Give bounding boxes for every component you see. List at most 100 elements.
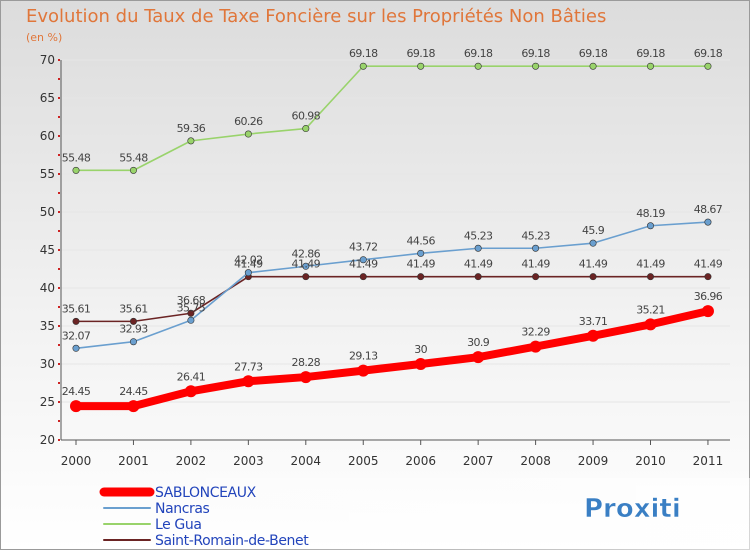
data-point-le-gua <box>646 62 654 70</box>
x-tick-label: 2008 <box>520 454 551 468</box>
data-label-sablonceaux: 28.28 <box>292 356 321 369</box>
data-label-nancras: 48.19 <box>636 207 665 220</box>
x-tick-label: 2003 <box>233 454 264 468</box>
data-label-sablonceaux: 29.13 <box>349 350 378 363</box>
series-line-sablonceaux <box>72 307 712 411</box>
x-tick-label: 2007 <box>463 454 494 468</box>
legend-label-saint-romain-de-benet: Saint-Romain-de-Benet <box>155 533 309 549</box>
data-label-nancras: 32.07 <box>62 329 91 342</box>
data-point-le-gua <box>244 130 252 138</box>
y-axis-minor-tick <box>58 306 60 308</box>
x-tick-label: 2001 <box>118 454 149 468</box>
data-label-le-gua: 55.48 <box>62 151 91 164</box>
data-point-nancras <box>359 256 367 264</box>
data-point-saint-romain-de-benet <box>72 317 80 325</box>
data-point-saint-romain-de-benet <box>589 273 597 281</box>
legend-label-nancras: Nancras <box>155 501 210 517</box>
y-axis-minor-tick <box>58 116 60 118</box>
y-axis-minor-tick <box>58 363 60 365</box>
data-label-le-gua: 59.36 <box>177 122 206 135</box>
data-point-nancras <box>72 344 80 352</box>
data-point-nancras <box>417 249 425 257</box>
data-label-sablonceaux: 24.45 <box>119 385 148 398</box>
chart-subtitle: (en %) <box>26 31 62 44</box>
data-point-le-gua <box>187 137 195 145</box>
data-point-sablonceaux <box>529 340 542 353</box>
data-point-sablonceaux <box>701 305 714 318</box>
y-axis-minor-tick <box>58 344 60 346</box>
data-label-saint-romain-de-benet: 36.68 <box>177 294 206 307</box>
data-label-le-gua: 69.18 <box>349 47 378 60</box>
data-label-le-gua: 60.98 <box>292 110 321 123</box>
x-tick-label: 2011 <box>693 454 724 468</box>
y-axis-ticks: 20 25 30 35 40 45 50 55 60 65 70 <box>40 53 55 447</box>
data-point-nancras <box>646 222 654 230</box>
y-axis-minor-tick <box>58 268 60 270</box>
x-tick-label: 2000 <box>61 454 92 468</box>
data-label-le-gua: 69.18 <box>464 47 493 60</box>
axes <box>58 59 730 441</box>
data-point-le-gua <box>474 62 482 70</box>
data-point-nancras <box>532 244 540 252</box>
y-tick-label: 60 <box>40 129 55 143</box>
x-tick-label: 2002 <box>176 454 207 468</box>
data-point-le-gua <box>359 62 367 70</box>
data-label-sablonceaux: 26.41 <box>177 370 206 383</box>
data-point-sablonceaux <box>414 358 427 370</box>
data-point-saint-romain-de-benet <box>646 273 654 281</box>
proxiti-logo: Proxiti <box>584 494 681 525</box>
data-label-nancras: 43.72 <box>349 241 378 254</box>
data-point-saint-romain-de-benet <box>302 273 310 281</box>
legend-label-le-gua: Le Gua <box>155 517 202 533</box>
data-label-nancras: 32.93 <box>119 323 148 336</box>
data-point-le-gua <box>302 125 310 133</box>
data-label-sablonceaux: 30.9 <box>467 336 490 349</box>
data-point-saint-romain-de-benet <box>532 273 540 281</box>
data-label-saint-romain-de-benet: 35.61 <box>119 302 148 315</box>
legend-background <box>62 478 750 550</box>
data-label-sablonceaux: 24.45 <box>62 385 91 398</box>
y-tick-label: 55 <box>40 167 55 181</box>
series-group <box>70 62 714 413</box>
data-point-saint-romain-de-benet <box>704 273 712 281</box>
data-point-le-gua <box>417 62 425 70</box>
data-point-saint-romain-de-benet <box>417 273 425 281</box>
data-label-le-gua: 69.18 <box>521 47 550 60</box>
data-point-saint-romain-de-benet <box>359 273 367 281</box>
data-label-nancras: 48.67 <box>694 203 723 216</box>
data-label-sablonceaux: 33.71 <box>579 315 608 328</box>
data-label-le-gua: 69.18 <box>636 47 665 60</box>
data-point-saint-romain-de-benet <box>187 309 195 317</box>
y-axis-minor-tick <box>58 401 60 403</box>
data-point-nancras <box>244 269 252 277</box>
data-point-saint-romain-de-benet <box>474 273 482 281</box>
y-tick-label: 65 <box>40 91 55 105</box>
y-axis-minor-tick <box>58 325 60 327</box>
data-labels-group: 35.61 35.61 36.68 41.49 41.49 41.49 41.49 41.49… <box>62 47 724 398</box>
data-label-saint-romain-de-benet: 41.49 <box>292 258 321 271</box>
data-label-saint-romain-de-benet: 41.49 <box>464 258 493 271</box>
y-tick-label: 70 <box>40 53 55 67</box>
data-point-sablonceaux <box>644 318 657 331</box>
x-tick-label: 2009 <box>578 454 609 468</box>
y-axis-minor-tick <box>58 249 60 251</box>
data-point-le-gua <box>532 62 540 70</box>
data-point-saint-romain-de-benet <box>129 317 137 325</box>
y-tick-label: 20 <box>40 433 55 447</box>
x-tick-label: 2006 <box>405 454 436 468</box>
data-point-le-gua <box>704 62 712 70</box>
data-label-sablonceaux: 35.21 <box>636 303 665 316</box>
data-point-le-gua <box>589 62 597 70</box>
logo-text: Proxiti <box>584 494 681 524</box>
y-axis-minor-tick <box>58 230 60 232</box>
y-axis-minor-tick <box>58 78 60 80</box>
y-tick-label: 50 <box>40 205 55 219</box>
y-axis-minor-tick <box>58 382 60 384</box>
data-point-sablonceaux <box>472 351 485 364</box>
data-label-le-gua: 69.18 <box>579 47 608 60</box>
data-point-sablonceaux <box>127 400 140 413</box>
data-point-nancras <box>589 239 597 247</box>
data-point-nancras <box>704 218 712 226</box>
